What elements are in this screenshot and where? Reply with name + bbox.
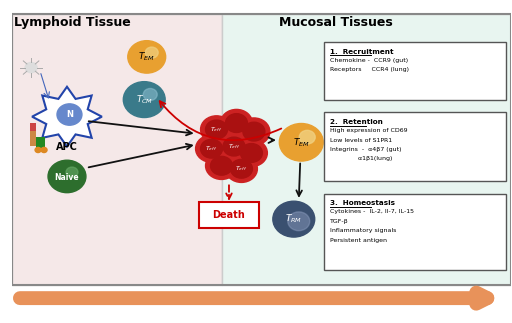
Circle shape bbox=[35, 147, 41, 152]
Text: Receptors     CCR4 (lung): Receptors CCR4 (lung) bbox=[330, 67, 409, 72]
Text: α1β1(lung): α1β1(lung) bbox=[330, 156, 393, 162]
Text: Low levels of S1PR1: Low levels of S1PR1 bbox=[330, 138, 392, 143]
Circle shape bbox=[273, 201, 315, 237]
Circle shape bbox=[201, 139, 223, 158]
FancyBboxPatch shape bbox=[324, 112, 506, 181]
Text: Lymphoid Tissue: Lymphoid Tissue bbox=[14, 16, 131, 29]
Circle shape bbox=[143, 89, 157, 100]
Text: $T_{RM}$: $T_{RM}$ bbox=[285, 213, 303, 225]
Text: $T_{EM}$: $T_{EM}$ bbox=[293, 136, 310, 149]
FancyBboxPatch shape bbox=[42, 137, 45, 149]
FancyBboxPatch shape bbox=[30, 123, 35, 138]
Text: Integrins  -  α4β7 (gut): Integrins - α4β7 (gut) bbox=[330, 147, 402, 152]
Text: $T_{eff}$: $T_{eff}$ bbox=[210, 125, 223, 134]
FancyBboxPatch shape bbox=[324, 42, 506, 99]
Circle shape bbox=[205, 152, 238, 180]
Circle shape bbox=[145, 47, 158, 58]
Circle shape bbox=[280, 123, 323, 161]
Circle shape bbox=[225, 155, 258, 182]
Text: APC: APC bbox=[56, 142, 78, 152]
Text: Persistent antigen: Persistent antigen bbox=[330, 237, 387, 243]
Text: $T_{EM}$: $T_{EM}$ bbox=[138, 51, 155, 63]
Text: High expression of CD69: High expression of CD69 bbox=[330, 128, 408, 133]
FancyBboxPatch shape bbox=[36, 137, 38, 149]
Circle shape bbox=[225, 114, 247, 132]
Text: $T_{CM}$: $T_{CM}$ bbox=[136, 93, 153, 106]
Circle shape bbox=[288, 212, 310, 231]
Circle shape bbox=[241, 143, 262, 162]
Circle shape bbox=[66, 167, 78, 177]
Circle shape bbox=[243, 122, 265, 141]
Polygon shape bbox=[32, 87, 102, 147]
Circle shape bbox=[41, 147, 47, 152]
Circle shape bbox=[123, 82, 165, 118]
Text: Naive: Naive bbox=[55, 173, 79, 182]
Circle shape bbox=[210, 156, 232, 175]
Circle shape bbox=[128, 41, 166, 73]
Circle shape bbox=[230, 159, 252, 178]
Text: Death: Death bbox=[212, 210, 245, 220]
Circle shape bbox=[57, 104, 82, 125]
Circle shape bbox=[205, 120, 227, 139]
Circle shape bbox=[221, 109, 252, 137]
FancyBboxPatch shape bbox=[222, 14, 510, 285]
Text: $T_{eff}$: $T_{eff}$ bbox=[205, 144, 218, 153]
FancyBboxPatch shape bbox=[324, 193, 506, 270]
Circle shape bbox=[218, 133, 250, 160]
Circle shape bbox=[223, 137, 245, 156]
Circle shape bbox=[48, 160, 86, 193]
Text: Cytokines -  IL-2, Il-7, IL-15: Cytokines - IL-2, Il-7, IL-15 bbox=[330, 209, 414, 214]
Circle shape bbox=[299, 130, 315, 144]
Circle shape bbox=[196, 135, 227, 162]
Text: Chemokine -  CCR9 (gut): Chemokine - CCR9 (gut) bbox=[330, 58, 408, 63]
Text: 1.  Recruitment: 1. Recruitment bbox=[330, 49, 394, 55]
Text: TGF-β: TGF-β bbox=[330, 219, 349, 224]
Circle shape bbox=[238, 118, 270, 145]
FancyBboxPatch shape bbox=[12, 14, 222, 285]
Text: Differentiation State: Differentiation State bbox=[189, 292, 334, 305]
Text: Inflammatory signals: Inflammatory signals bbox=[330, 228, 396, 233]
FancyBboxPatch shape bbox=[199, 202, 259, 228]
Text: 2.  Retention: 2. Retention bbox=[330, 119, 383, 125]
Text: 3.  Homeostasis: 3. Homeostasis bbox=[330, 200, 395, 206]
Circle shape bbox=[236, 139, 267, 167]
Text: $T_{eff}$: $T_{eff}$ bbox=[228, 142, 240, 151]
Text: N: N bbox=[66, 110, 73, 119]
Circle shape bbox=[201, 116, 232, 143]
FancyBboxPatch shape bbox=[39, 137, 41, 149]
FancyBboxPatch shape bbox=[30, 131, 35, 146]
Text: $T_{eff}$: $T_{eff}$ bbox=[236, 164, 247, 173]
Circle shape bbox=[25, 62, 37, 73]
Text: Mucosal Tissues: Mucosal Tissues bbox=[279, 16, 393, 29]
